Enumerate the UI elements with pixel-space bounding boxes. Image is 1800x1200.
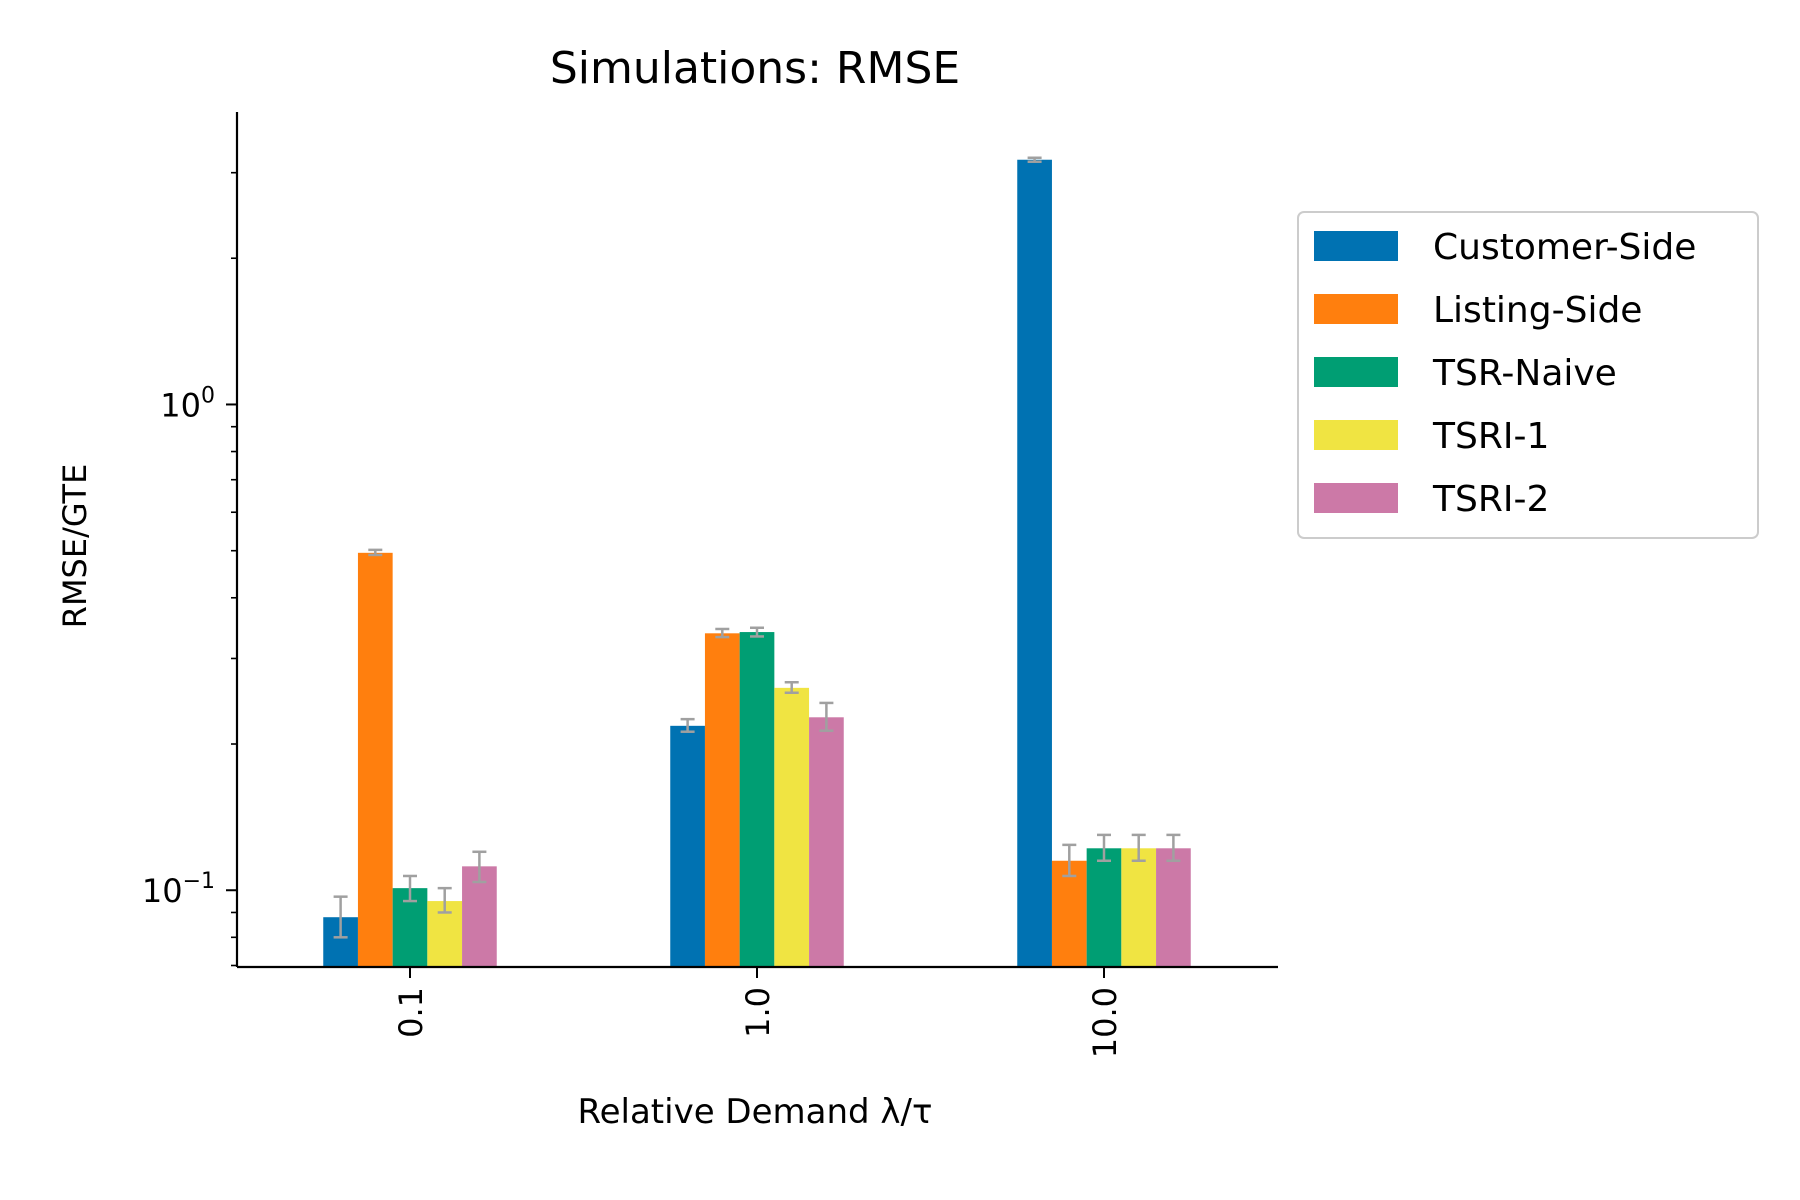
legend-label: Customer-Side xyxy=(1433,227,1696,268)
legend-swatch xyxy=(1314,483,1398,513)
x-tick-label: 1.0 xyxy=(739,987,777,1038)
legend-swatch xyxy=(1314,357,1398,387)
bar-customer-side-1.0 xyxy=(670,725,705,967)
legend-label: Listing-Side xyxy=(1433,290,1642,331)
bar-tsri-2-1.0 xyxy=(809,717,844,967)
bar-listing-side-0.1 xyxy=(357,552,393,967)
bar-listing-side-1.0 xyxy=(704,633,740,967)
legend-frame xyxy=(1297,211,1759,539)
bar-tsri-1-1.0 xyxy=(774,687,810,967)
legend: Customer-Side Listing-Side TSR-Naive TSRI-1… xyxy=(1297,211,1759,539)
x-tick-label: 0.1 xyxy=(392,987,430,1038)
legend-swatch xyxy=(1314,420,1398,450)
bar-customer-side-10.0 xyxy=(1017,159,1052,967)
legend-swatch xyxy=(1314,231,1398,261)
legend-label: TSRI-1 xyxy=(1432,416,1549,457)
chart-title: Simulations: RMSE xyxy=(550,43,960,94)
bar-tsr-naive-10.0 xyxy=(1086,848,1122,967)
bar-listing-side-10.0 xyxy=(1051,860,1087,967)
y-tick-label: 100 xyxy=(160,383,215,424)
plot-area: 10−1 100 0.1 1.0 10.0 xyxy=(142,112,1278,1058)
legend-label: TSR-Naive xyxy=(1432,353,1617,394)
bar-tsri-1-10.0 xyxy=(1121,848,1157,967)
x-axis-label: Relative Demand λ/τ xyxy=(578,1092,933,1132)
y-tick-label: 10−1 xyxy=(142,869,215,910)
legend-label: TSRI-2 xyxy=(1432,479,1549,520)
bar-tsr-naive-1.0 xyxy=(739,632,775,967)
y-axis-label: RMSE/GTE xyxy=(56,464,94,629)
bar-tsri-2-10.0 xyxy=(1156,848,1191,967)
x-tick-label: 10.0 xyxy=(1086,987,1124,1058)
legend-swatch xyxy=(1314,294,1398,324)
